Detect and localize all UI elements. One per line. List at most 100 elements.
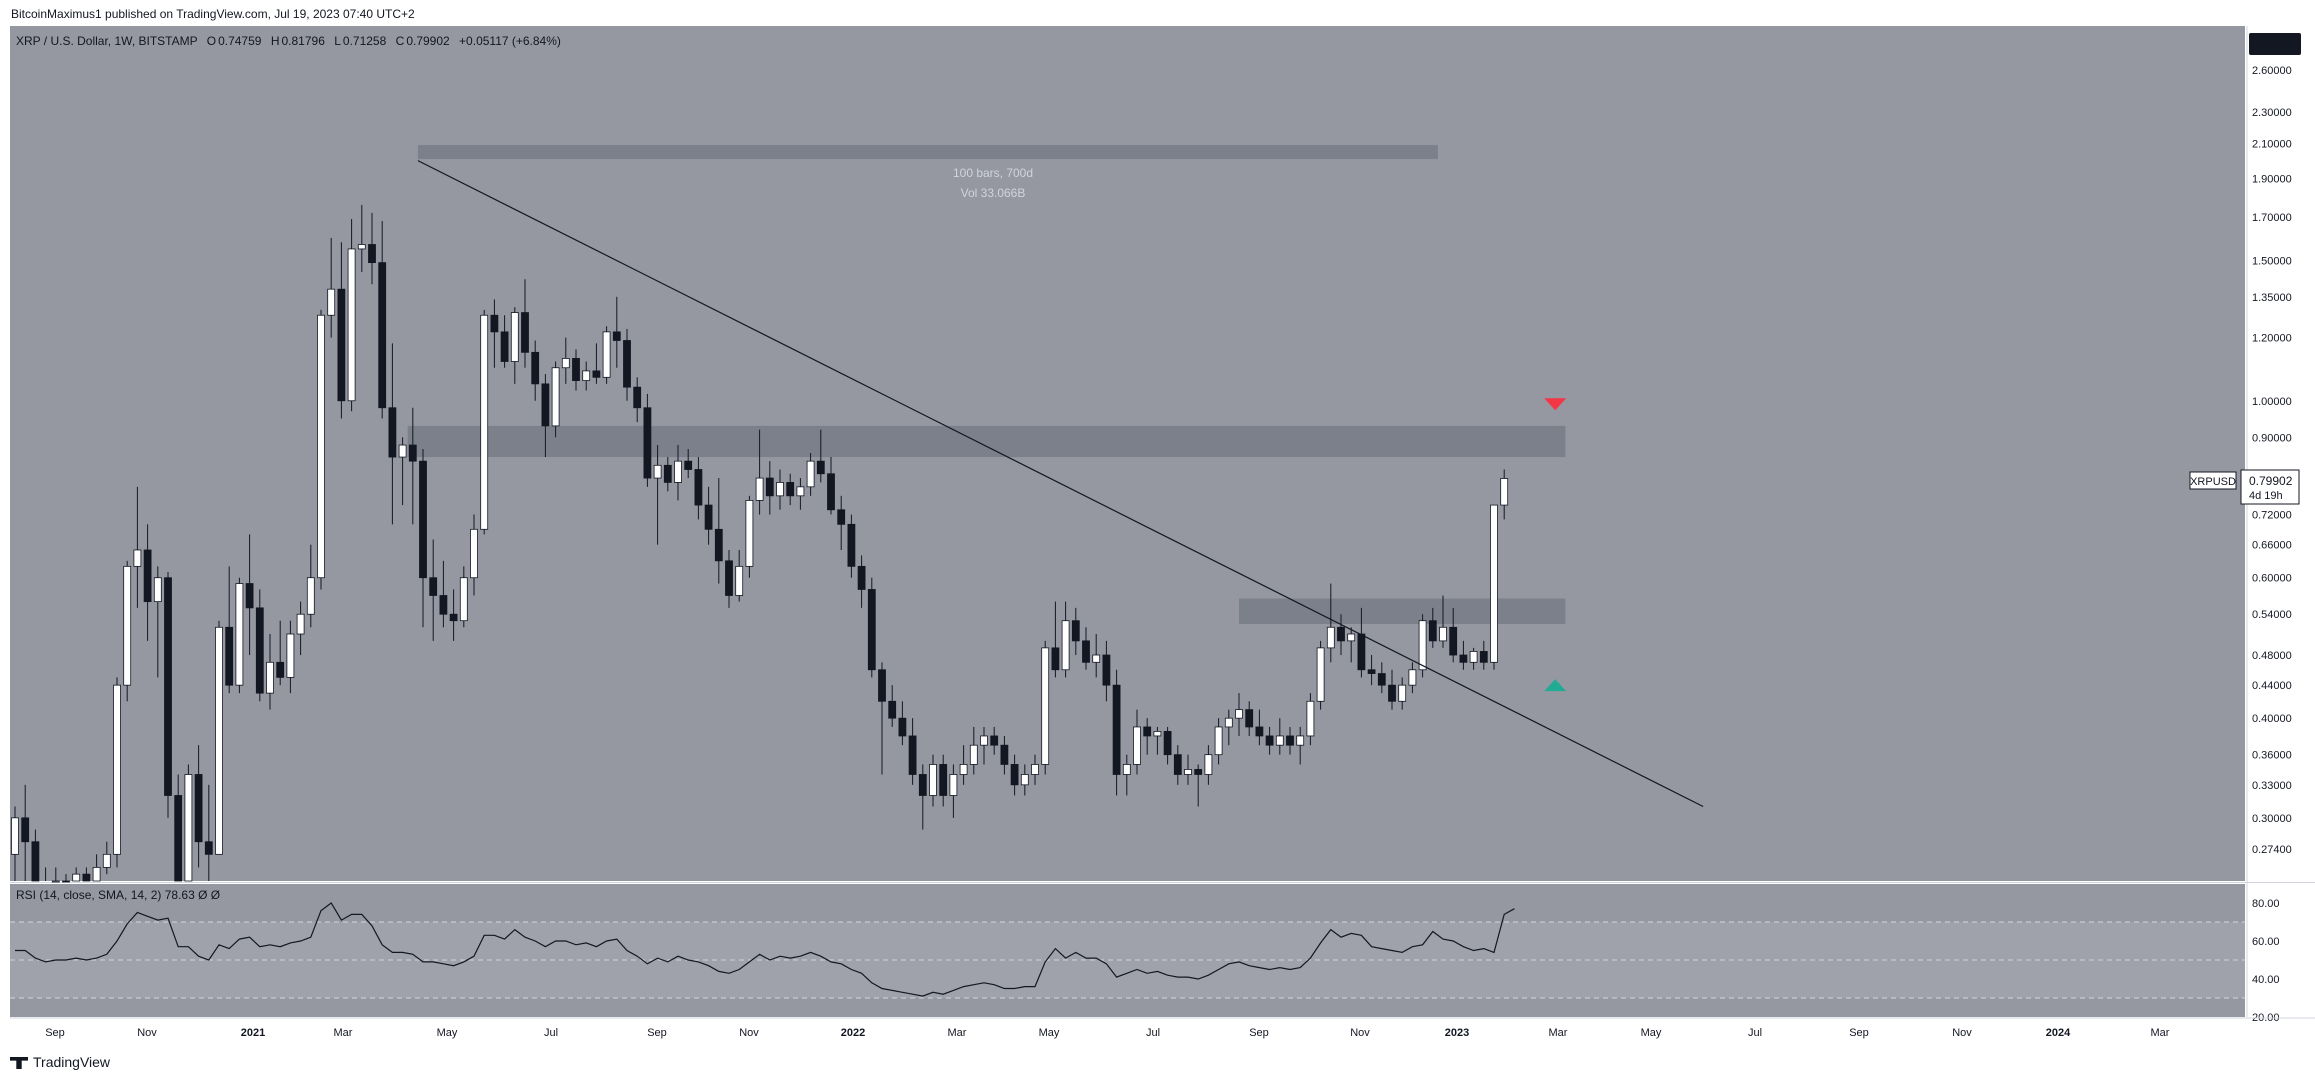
candle — [1469, 647, 1478, 670]
publish-header: BitcoinMaximus1 published on TradingView… — [0, 0, 2315, 26]
time-tick-label: 2021 — [241, 1027, 265, 1039]
candle — [582, 361, 591, 391]
candle — [102, 841, 111, 875]
candle — [990, 726, 999, 755]
legend-open-label: O — [207, 34, 216, 48]
tradingview-logo[interactable]: TradingView — [10, 1054, 110, 1071]
candle — [439, 560, 448, 628]
bull-candle-body — [1122, 764, 1131, 775]
rsi-line — [15, 902, 1515, 997]
candle — [1133, 709, 1141, 775]
bull-candle-body — [317, 314, 325, 579]
candle — [745, 495, 754, 578]
candle — [480, 309, 489, 535]
bull-candle-body — [602, 331, 611, 378]
legend-symbol: XRP / U.S. Dollar, 1W, BITSTAMP — [16, 34, 198, 48]
chart-legend: XRP / U.S. Dollar, 1W, BITSTAMP O 0.74759… — [16, 34, 561, 48]
up-arrow-marker — [1544, 679, 1567, 692]
price-tick-label: 0.30000 — [2252, 813, 2292, 825]
bear-candle-body — [786, 482, 795, 497]
bear-candle-body — [1388, 684, 1396, 702]
candle — [551, 361, 560, 438]
candle — [123, 560, 132, 702]
candle — [286, 620, 295, 694]
candle — [82, 867, 91, 882]
bear-candle-body — [378, 262, 387, 409]
candle — [1224, 709, 1233, 746]
bull-candle-body — [1061, 620, 1070, 671]
candle — [1337, 614, 1345, 656]
time-tick-label: May — [1039, 1027, 1060, 1039]
candle — [816, 429, 825, 483]
candle — [62, 874, 70, 883]
bear-candle-body — [694, 469, 703, 506]
candle — [398, 437, 407, 506]
bear-candle-body — [643, 407, 652, 479]
bull-candle-body — [153, 577, 162, 603]
candle — [857, 555, 866, 608]
bull-candle-body — [51, 880, 60, 883]
bull-candle-body — [674, 460, 682, 483]
bull-candle-body — [470, 528, 478, 579]
rsi-tick-label: 40.00 — [2252, 974, 2280, 986]
candle — [164, 571, 172, 818]
candle — [959, 745, 968, 785]
symbol-tag — [2189, 471, 2237, 490]
legend-close: 0.79902 — [406, 34, 450, 48]
bull-candle-body — [266, 661, 274, 694]
bear-candle-body — [500, 331, 509, 362]
candle — [939, 754, 948, 807]
candle — [633, 377, 642, 423]
time-tick-label: Nov — [137, 1027, 157, 1039]
candle — [388, 343, 397, 525]
candle — [1204, 745, 1213, 785]
bull-candle-body — [1275, 735, 1284, 746]
bull-candle-body — [735, 565, 744, 596]
candle — [1071, 607, 1080, 656]
bear-candle-body — [1286, 735, 1294, 746]
bull-candle-body — [1041, 647, 1050, 765]
bear-candle-body — [1245, 709, 1254, 728]
bear-candle-body — [62, 880, 70, 883]
bull-candle-body — [1347, 633, 1356, 642]
bull-candle-body — [1296, 735, 1305, 746]
bull-candle-body — [72, 873, 81, 882]
rsi-pane[interactable] — [10, 884, 2245, 1017]
bear-candle-body — [388, 407, 397, 458]
bull-candle-body — [306, 577, 315, 615]
candle — [255, 589, 264, 702]
bull-candle-body — [184, 774, 193, 882]
candle — [174, 774, 183, 882]
candle — [1388, 669, 1396, 710]
candle — [1459, 640, 1468, 670]
bull-candle-body — [653, 464, 662, 479]
bull-candle-body — [1490, 504, 1498, 663]
bull-candle-body — [102, 853, 111, 868]
bear-candle-body — [1367, 669, 1376, 674]
bear-candle-body — [663, 464, 672, 483]
bull-candle-body — [796, 486, 805, 497]
price-tick-label: 0.54000 — [2252, 609, 2292, 621]
price-pane[interactable] — [0, 26, 2315, 1050]
bear-candle-body — [1173, 754, 1182, 775]
bear-candle-body — [765, 477, 774, 497]
legend-close-label: C — [396, 34, 405, 48]
candle — [521, 279, 529, 368]
price-tick-label: 0.33000 — [2252, 780, 2292, 792]
candle — [1367, 655, 1376, 686]
candle — [531, 340, 540, 401]
bear-candle-body — [704, 504, 713, 530]
bear-candle-body — [878, 669, 886, 702]
price-tick-label: 0.36000 — [2252, 750, 2292, 762]
bear-candle-body — [684, 460, 693, 470]
candle — [898, 701, 907, 746]
legend-open: 0.74759 — [218, 34, 262, 48]
candle — [1439, 595, 1447, 648]
candle — [1163, 726, 1172, 765]
candle — [878, 662, 886, 775]
price-tick-label: 1.90000 — [2252, 173, 2292, 185]
candle — [357, 204, 366, 273]
candle — [429, 539, 438, 641]
price-axis-badge[interactable] — [2249, 33, 2301, 55]
